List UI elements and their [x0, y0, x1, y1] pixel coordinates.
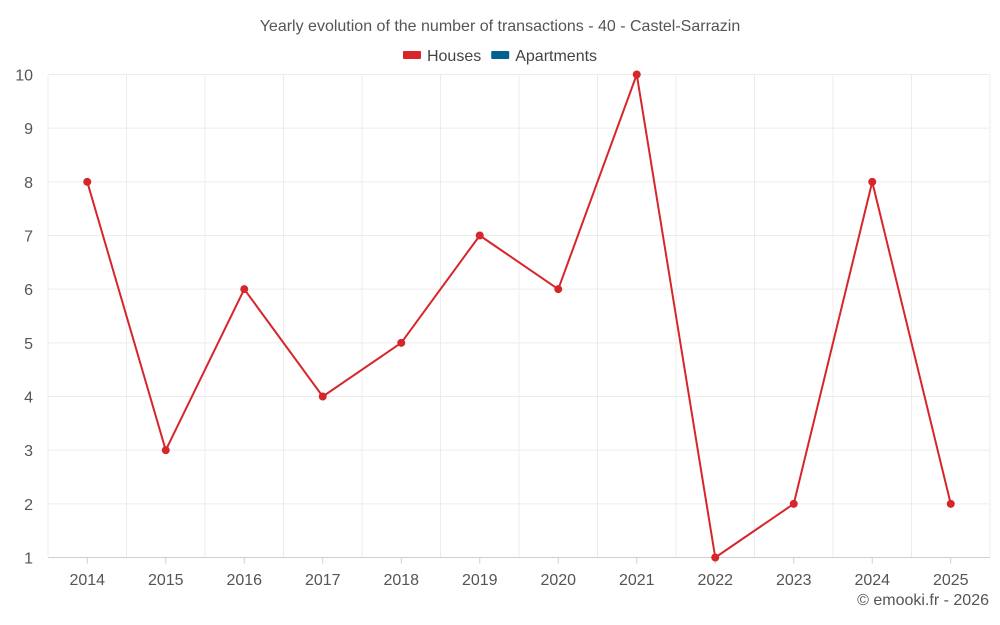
y-tick-label: 2 — [24, 497, 33, 514]
data-point — [161, 446, 170, 455]
legend-label-apartments: Apartments — [515, 48, 597, 65]
grid — [47, 74, 991, 558]
x-tick-label: 2016 — [226, 572, 262, 589]
y-tick-label: 7 — [24, 229, 33, 246]
series-layer — [83, 70, 955, 562]
data-point — [397, 338, 406, 347]
data-point — [554, 285, 563, 294]
data-point — [868, 177, 877, 186]
data-point — [946, 499, 955, 508]
x-tick-label: 2020 — [540, 572, 576, 589]
x-tick-label: 2024 — [854, 572, 890, 589]
y-tick-label: 9 — [24, 121, 33, 138]
x-tick-label: 2021 — [619, 572, 655, 589]
data-point — [240, 285, 249, 294]
legend-swatch-houses — [402, 51, 421, 59]
chart-title: Yearly evolution of the number of transa… — [260, 18, 741, 35]
y-tick-label: 8 — [24, 175, 33, 192]
data-point — [83, 177, 92, 186]
x-tick-label: 2023 — [776, 572, 812, 589]
copyright-credit: © emooki.fr - 2026 — [857, 592, 989, 609]
y-axis-ticks: 1 2 3 4 5 6 7 8 9 10 — [15, 68, 33, 568]
x-tick-label: 2018 — [383, 572, 419, 589]
series-line-houses — [86, 73, 952, 559]
data-point — [318, 392, 327, 401]
x-tick-label: 2019 — [462, 572, 498, 589]
x-axis-ticks: 2014 2015 2016 2017 2018 2019 2020 2021 2022 2023… — [69, 557, 969, 589]
x-tick-label: 2015 — [148, 572, 184, 589]
x-tick-label: 2022 — [697, 572, 733, 589]
x-tick-label: 2017 — [305, 572, 341, 589]
legend: Houses Apartments — [402, 48, 597, 65]
data-point — [789, 499, 798, 508]
y-tick-label: 5 — [24, 336, 33, 353]
y-tick-label: 1 — [24, 551, 33, 568]
x-tick-label: 2025 — [933, 572, 969, 589]
data-point — [711, 553, 720, 562]
y-tick-label: 10 — [15, 68, 33, 85]
data-point — [475, 231, 484, 240]
y-tick-label: 4 — [24, 390, 33, 407]
legend-swatch-apartments — [491, 51, 510, 59]
legend-label-houses: Houses — [427, 48, 481, 65]
x-tick-label: 2014 — [69, 572, 105, 589]
data-point — [632, 70, 641, 79]
y-tick-label: 6 — [24, 282, 33, 299]
y-tick-label: 3 — [24, 443, 33, 460]
